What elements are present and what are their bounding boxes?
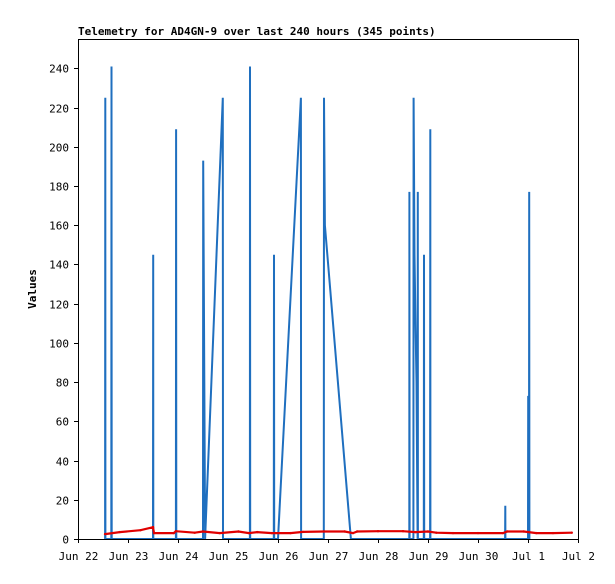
series-1-point-10 (237, 530, 240, 533)
chart-title: Telemetry for AD4GN-9 over last 240 hour… (78, 25, 436, 38)
y-tick-label-6: 120 (49, 299, 69, 312)
series-1-point-3 (151, 526, 155, 529)
y-tick-label-0: 0 (62, 534, 69, 547)
x-tick-label-3: Jun 25 (209, 550, 249, 563)
series-1-point-5 (172, 531, 175, 535)
series-1-point-25 (451, 531, 455, 535)
series-line-0 (104, 66, 531, 540)
y-tick-label-3: 60 (56, 416, 69, 429)
series-1-point-31 (551, 531, 555, 535)
y-tick-label-5: 100 (49, 338, 69, 351)
series-1-point-21 (401, 530, 405, 533)
series-1-point-22 (414, 530, 417, 534)
series-1-point-19 (356, 530, 359, 533)
series-1-point-29 (522, 530, 525, 533)
series-1-point-1 (118, 530, 121, 534)
plot-frame (78, 39, 579, 540)
x-tick-label-9: Jul 1 (512, 550, 545, 563)
series-1-point-23 (426, 530, 430, 533)
y-tick-label-7: 140 (49, 259, 69, 272)
y-tick-label-8: 160 (49, 220, 69, 233)
series-1-point-11 (247, 531, 250, 535)
y-tick-label-4: 80 (56, 377, 69, 390)
x-tick-label-4: Jun 26 (259, 550, 299, 563)
x-tick-label-6: Jun 28 (359, 550, 399, 563)
series-1-point-26 (476, 531, 480, 535)
y-tick-label-2: 40 (56, 456, 69, 469)
series-1-point-16 (322, 530, 325, 533)
x-tick-label-2: Jun 24 (159, 550, 199, 563)
y-tick-label-9: 180 (49, 181, 69, 194)
series-1-point-0 (103, 532, 107, 536)
y-tick-label-1: 20 (56, 495, 69, 508)
series-1-point-30 (535, 531, 538, 535)
series-1-point-7 (193, 531, 196, 534)
series-1-point-32 (570, 531, 573, 534)
series-1-point-9 (218, 531, 221, 535)
y-tick-label-11: 220 (49, 103, 69, 116)
series-1-point-6 (174, 530, 178, 533)
x-tick-label-5: Jun 27 (309, 550, 349, 563)
x-tick-label-8: Jun 30 (459, 550, 499, 563)
series-1-point-4 (152, 531, 156, 535)
x-tick-label-10: Jul 2 (562, 550, 595, 563)
ticks-layer: 0 20 40 60 80 100 120 140 160 180 200 220 240 Jun 22 J… (49, 63, 595, 564)
series-1-point-20 (376, 530, 380, 533)
series-1-point-18 (351, 531, 355, 535)
x-tick-label-7: Jun 29 (409, 550, 449, 563)
series-1-point-27 (501, 531, 505, 535)
series-1-point-2 (139, 529, 142, 532)
x-tick-label-0: Jun 22 (59, 550, 99, 563)
series-1-point-17 (343, 530, 346, 533)
series-1-point-8 (201, 530, 205, 533)
series-1-point-15 (301, 530, 305, 534)
series-1-point-24 (435, 531, 438, 534)
series-1-point-12 (256, 530, 259, 534)
y-tick-label-10: 200 (49, 142, 69, 155)
y-tick-label-12: 240 (49, 63, 69, 76)
y-axis-title: Values (26, 269, 39, 309)
series-1-point-13 (270, 531, 273, 535)
series-layer (103, 66, 573, 540)
x-tick-label-1: Jun 23 (109, 550, 149, 563)
series-1-point-14 (289, 531, 292, 535)
series-1-point-28 (506, 530, 509, 533)
